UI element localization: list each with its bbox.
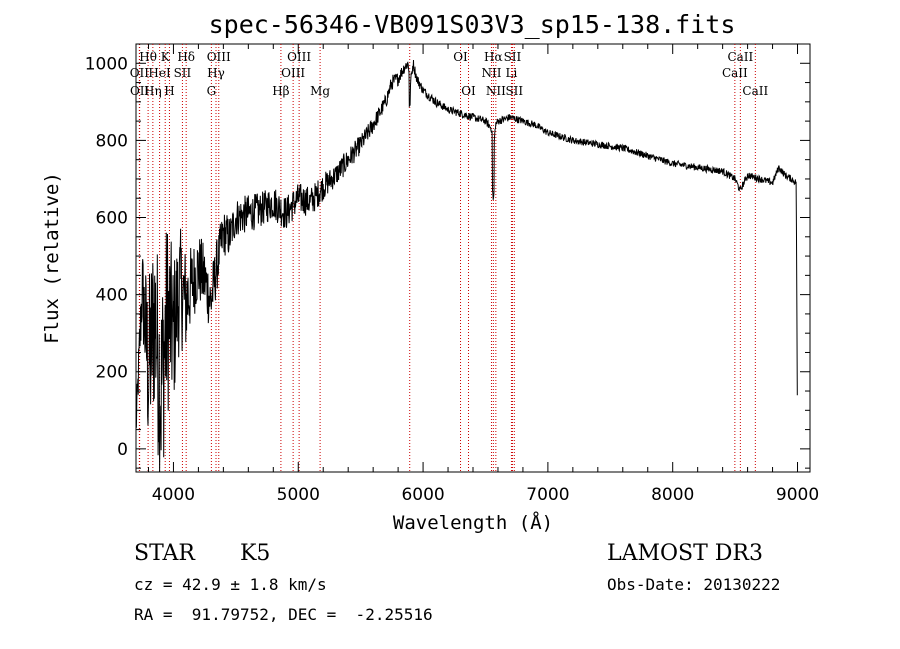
y-axis: 0 200 400 600 800 1000 [85, 43, 810, 469]
redshift-cz: cz = 42.9 ± 1.8 km/s [134, 575, 327, 594]
spectral-line-label: OIII [281, 66, 305, 80]
spectral-line-label: NII [481, 66, 501, 80]
spectral-line-label: OI [453, 50, 468, 64]
spectral-line-label: Hδ [177, 50, 195, 64]
object-subclass: K5 [240, 541, 271, 566]
spectral-line-label: SII [504, 50, 522, 64]
plot-frame [135, 43, 811, 473]
y-tick-label: 200 [96, 363, 128, 383]
spectral-line-label: Hγ [207, 66, 225, 80]
spectral-line-label: Hη [144, 84, 162, 98]
y-tick-label: 800 [96, 131, 128, 151]
y-tick-label: 1000 [85, 54, 128, 74]
spectral-line-label: SII [505, 84, 523, 98]
survey-name: LAMOST DR3 [607, 541, 763, 566]
x-tick-label: 4000 [152, 485, 195, 505]
y-axis-label: Flux (relative) [41, 172, 63, 344]
spectral-line-label: OI [461, 84, 476, 98]
x-tick-label: 9000 [776, 485, 819, 505]
observation-date: Obs-Date: 20130222 [607, 575, 781, 594]
x-tick-label: 6000 [401, 485, 444, 505]
spectral-line-label: Li [506, 66, 518, 80]
spectral-line-label: OIII [287, 50, 311, 64]
x-tick-label: 5000 [277, 485, 320, 505]
chart-title: spec-56346-VB091S03V3_sp15-138.fits [209, 10, 736, 39]
spectral-line-label: CaII [722, 66, 748, 80]
y-tick-label: 0 [117, 440, 128, 460]
y-tick-label: 600 [96, 209, 128, 229]
spectral-line-label: OII [130, 84, 150, 98]
spectral-line-label: OIII [207, 50, 231, 64]
spectral-line-label: H [164, 84, 174, 98]
x-tick-label: 8000 [651, 485, 694, 505]
spectral-line-label: NII [486, 84, 506, 98]
x-tick-label: 7000 [526, 485, 569, 505]
object-class: STAR [134, 541, 195, 566]
spectrum-series-line [135, 59, 798, 473]
spectral-line-label: K [161, 50, 171, 64]
spectral-line-label: Hα [484, 50, 503, 64]
spectral-line-markers [138, 44, 756, 472]
spectral-line-label: Mg [310, 84, 330, 98]
spectral-line-label: HeI [148, 66, 171, 80]
spectral-line-label: SII [174, 66, 192, 80]
spectral-line-label: OII [130, 66, 150, 80]
spectral-line-label: CaII [742, 84, 768, 98]
x-axis-label: Wavelength (Å) [393, 511, 553, 534]
spectral-line-label: Hθ [139, 50, 157, 64]
spectral-line-label: G [207, 84, 217, 98]
x-axis: 4000 5000 6000 7000 8000 9000 [147, 44, 819, 505]
sky-coordinates: RA = 91.79752, DEC = -2.25516 [134, 605, 433, 624]
y-tick-label: 400 [96, 286, 128, 306]
spectral-line-label: Hβ [272, 84, 289, 98]
spectral-line-label: CaII [727, 50, 753, 64]
